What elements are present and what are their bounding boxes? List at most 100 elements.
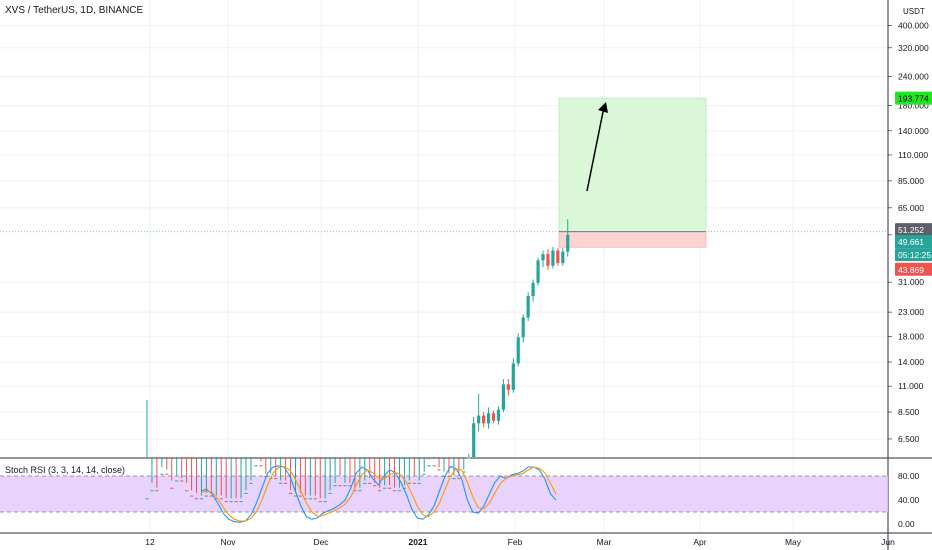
- stop-zone: [558, 231, 707, 248]
- candle-body: [318, 501, 322, 503]
- candle-body: [180, 480, 184, 482]
- candle-body: [348, 485, 352, 487]
- candle-body: [442, 475, 446, 477]
- candle-body: [392, 490, 397, 492]
- candle-body: [244, 492, 248, 494]
- target-zone: [558, 97, 707, 233]
- candle-body: [556, 250, 560, 264]
- candle-body: [397, 490, 402, 492]
- candle-body: [145, 498, 149, 500]
- candle-body: [259, 465, 263, 467]
- long-position-tool[interactable]: [558, 97, 707, 248]
- stoch-rsi-pane: [0, 475, 888, 513]
- candle-body: [566, 234, 570, 252]
- time-tick-label: 2021: [409, 537, 428, 547]
- candle-body: [175, 480, 179, 482]
- candle-body: [150, 490, 154, 492]
- time-tick-label: Jun: [881, 537, 895, 547]
- entry-price-label-bg: [895, 223, 932, 237]
- time-axis[interactable]: 12 Nov Dec 2021 Feb Mar Apr May Jun: [145, 537, 895, 547]
- last-price-label: 49.661: [898, 237, 924, 247]
- candle-body: [313, 498, 317, 500]
- candle-body: [432, 465, 436, 467]
- candle-body: [457, 478, 461, 480]
- entry-price-label: 51.252: [898, 225, 924, 235]
- symbol-title[interactable]: XVS / TetherUS, 1D, BINANCE: [5, 5, 144, 16]
- candle-body: [422, 473, 426, 475]
- time-tick-label: May: [785, 537, 802, 547]
- candle-body: [229, 501, 233, 503]
- time-tick-label: Mar: [597, 537, 612, 547]
- price-tick-label: 320.000: [898, 43, 929, 53]
- candle-body: [506, 384, 510, 390]
- candlestick-series: [145, 219, 570, 503]
- candle-body: [482, 415, 486, 424]
- price-tick-label: 140.000: [898, 126, 929, 136]
- candle-body: [496, 409, 501, 421]
- candle-body: [526, 296, 530, 318]
- candle-body: [402, 487, 406, 489]
- bar-countdown-label: 05:12:25: [898, 250, 931, 260]
- candle-body: [452, 478, 456, 480]
- candle-body: [160, 473, 164, 475]
- candle-body: [323, 501, 327, 503]
- price-tick-label: 31.000: [898, 277, 924, 287]
- stoch-rsi-title[interactable]: Stoch RSI (3, 3, 14, 14, close): [5, 465, 126, 475]
- rsi-band-fill: [0, 476, 888, 512]
- candle-body: [383, 487, 387, 489]
- candle-body: [189, 495, 194, 497]
- stoch-k-line: [200, 465, 557, 523]
- time-tick-label: Feb: [508, 537, 523, 547]
- candle-body: [531, 282, 535, 297]
- candle-body: [284, 482, 288, 484]
- candle-body: [491, 413, 496, 421]
- stop-price-label-bg: [895, 262, 932, 276]
- rsi-tick-label: 80.00: [898, 471, 920, 481]
- arrow-shaft: [586, 106, 605, 192]
- price-tick-label: 65.000: [898, 203, 924, 213]
- time-tick-label: Apr: [693, 537, 706, 547]
- candle-body: [417, 482, 421, 484]
- candle-body: [274, 478, 278, 480]
- candle-body: [293, 495, 298, 497]
- stoch-d-line: [200, 465, 557, 522]
- candle-body: [358, 490, 362, 492]
- time-tick-label: Dec: [313, 537, 329, 547]
- rsi-tick-label: 0.00: [898, 519, 915, 529]
- candle-body: [165, 473, 169, 475]
- candle-body: [521, 317, 525, 338]
- candle-body: [516, 337, 520, 364]
- candle-body: [437, 469, 441, 471]
- stoch-rsi-lines: [200, 465, 557, 523]
- price-tick-label: 400.000: [898, 20, 929, 30]
- last-price-label-bg: [895, 235, 932, 249]
- bar-countdown-label-bg: [895, 248, 932, 262]
- candle-body: [551, 250, 555, 266]
- candle-body: [486, 413, 491, 424]
- candle-body: [239, 501, 243, 503]
- candle-body: [462, 471, 466, 473]
- candle-body: [224, 501, 228, 503]
- candle-body: [467, 457, 471, 459]
- candle-body: [343, 485, 347, 487]
- candle-body: [219, 498, 223, 500]
- candle-body: [303, 498, 307, 500]
- candle-body: [378, 490, 382, 492]
- candle-body: [234, 501, 238, 503]
- price-tick-label: 110.000: [898, 150, 928, 160]
- candle-body: [536, 260, 540, 283]
- candle-body: [427, 465, 431, 467]
- price-axis-labels: 193.774 51.252 49.661 05:12:25 43.869: [895, 91, 932, 276]
- rsi-tick-label: 40.00: [898, 495, 920, 505]
- candle-body: [363, 482, 367, 484]
- candle-body: [561, 251, 565, 264]
- candle-body: [501, 384, 505, 410]
- candle-body: [185, 490, 189, 492]
- price-unit-label: USDT: [903, 7, 925, 16]
- time-tick-label: Nov: [220, 537, 236, 547]
- arrow-head: [598, 102, 608, 113]
- price-tick-label: 240.000: [898, 72, 929, 82]
- candle-body: [170, 487, 174, 489]
- time-tick-label: 12: [145, 537, 155, 547]
